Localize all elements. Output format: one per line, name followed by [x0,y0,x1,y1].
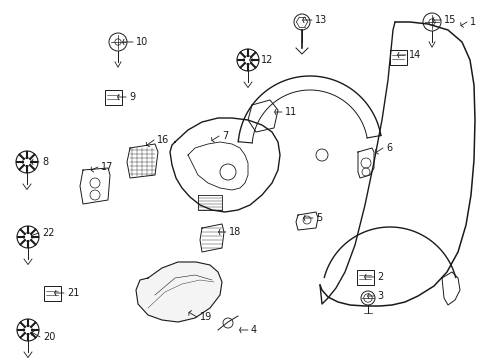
Text: 11: 11 [285,107,297,117]
Text: 8: 8 [42,157,48,167]
Text: 5: 5 [315,213,322,223]
Text: 21: 21 [67,288,79,298]
Text: 15: 15 [443,15,455,25]
Text: 10: 10 [136,37,148,47]
Text: 6: 6 [385,143,391,153]
Text: 14: 14 [408,50,420,60]
Text: 9: 9 [129,92,135,102]
Text: 20: 20 [43,332,55,342]
Text: 17: 17 [101,162,113,172]
Text: 4: 4 [250,325,257,335]
Text: 19: 19 [200,312,212,322]
Text: 1: 1 [469,17,475,27]
Text: 3: 3 [376,291,382,301]
Text: 12: 12 [261,55,273,65]
Text: 16: 16 [157,135,169,145]
Text: 2: 2 [376,272,383,282]
Text: 7: 7 [222,131,228,141]
Text: 18: 18 [228,227,241,237]
Text: 22: 22 [42,228,54,238]
Polygon shape [136,262,222,322]
Text: 13: 13 [314,15,326,25]
